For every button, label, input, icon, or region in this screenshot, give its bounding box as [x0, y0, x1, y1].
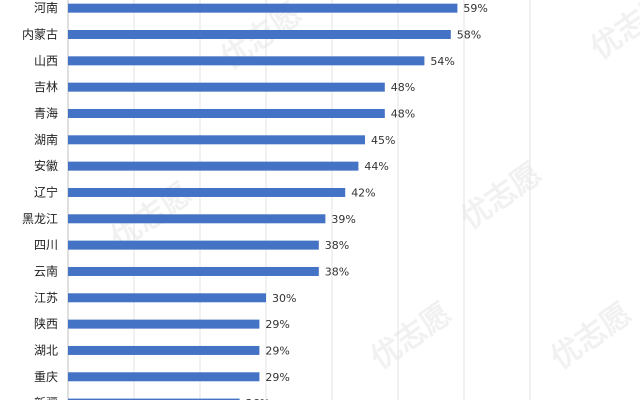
- category-label: 安徽: [34, 158, 58, 173]
- category-label: 云南: [34, 263, 58, 278]
- bar-内蒙古: [68, 29, 451, 39]
- value-label: 58%: [457, 28, 481, 41]
- gridlines: [67, 0, 531, 400]
- bar-黑龙江: [68, 214, 326, 224]
- watermark-text: 优志愿: [455, 156, 549, 236]
- value-label: 59%: [463, 2, 487, 15]
- value-label: 44%: [364, 160, 388, 173]
- value-label: 54%: [430, 55, 454, 68]
- bar-云南: [68, 266, 319, 276]
- watermark-text: 优志愿: [365, 296, 459, 376]
- bar-湖北: [68, 345, 260, 355]
- value-label: 30%: [272, 292, 296, 305]
- category-label: 青海: [34, 105, 58, 120]
- category-label: 黑龙江: [22, 212, 58, 226]
- bar-山西: [68, 56, 425, 66]
- bar-陕西: [68, 319, 260, 329]
- bar-青海: [68, 108, 385, 118]
- bar-湖南: [68, 135, 365, 145]
- watermark-text: 优志愿: [585, 0, 640, 67]
- watermark-text: 优志愿: [545, 296, 639, 376]
- value-label: 29%: [265, 371, 289, 384]
- value-label: 45%: [371, 134, 395, 147]
- value-label: 29%: [265, 318, 289, 331]
- bar-安徽: [68, 161, 359, 171]
- category-label: 山西: [34, 54, 58, 68]
- value-label: 48%: [391, 107, 415, 120]
- category-label: 湖北: [34, 342, 58, 357]
- category-label: 重庆: [34, 370, 58, 384]
- category-labels: 河南内蒙古山西吉林青海湖南安徽辽宁黑龙江四川云南江苏陕西湖北重庆新疆: [22, 0, 58, 400]
- bar-江苏: [68, 293, 266, 303]
- bar-河南: [68, 3, 458, 13]
- bar-新疆: [68, 398, 240, 400]
- category-label: 新疆: [34, 395, 58, 400]
- value-label: 38%: [325, 239, 349, 252]
- category-label: 辽宁: [34, 184, 58, 199]
- value-label: 26%: [246, 397, 270, 400]
- bar-辽宁: [68, 187, 346, 197]
- category-label: 内蒙古: [22, 26, 58, 41]
- bar-重庆: [68, 372, 260, 382]
- value-label: 42%: [351, 186, 375, 199]
- category-label: 吉林: [34, 80, 58, 94]
- value-label: 39%: [331, 213, 355, 226]
- category-label: 湖南: [34, 132, 58, 147]
- category-label: 江苏: [34, 291, 58, 305]
- bars: [68, 3, 458, 400]
- category-label: 河南: [34, 0, 58, 15]
- bar-四川: [68, 240, 319, 250]
- category-label: 陕西: [34, 316, 58, 331]
- value-label: 29%: [265, 344, 289, 357]
- value-label: 38%: [325, 265, 349, 278]
- category-label: 四川: [34, 238, 58, 252]
- value-labels: 59% 58% 54% 48% 48% 45% 44% 42% 39% 38% 38% 30% 29% 2…: [246, 2, 488, 400]
- bar-吉林: [68, 82, 385, 92]
- value-label: 48%: [391, 81, 415, 94]
